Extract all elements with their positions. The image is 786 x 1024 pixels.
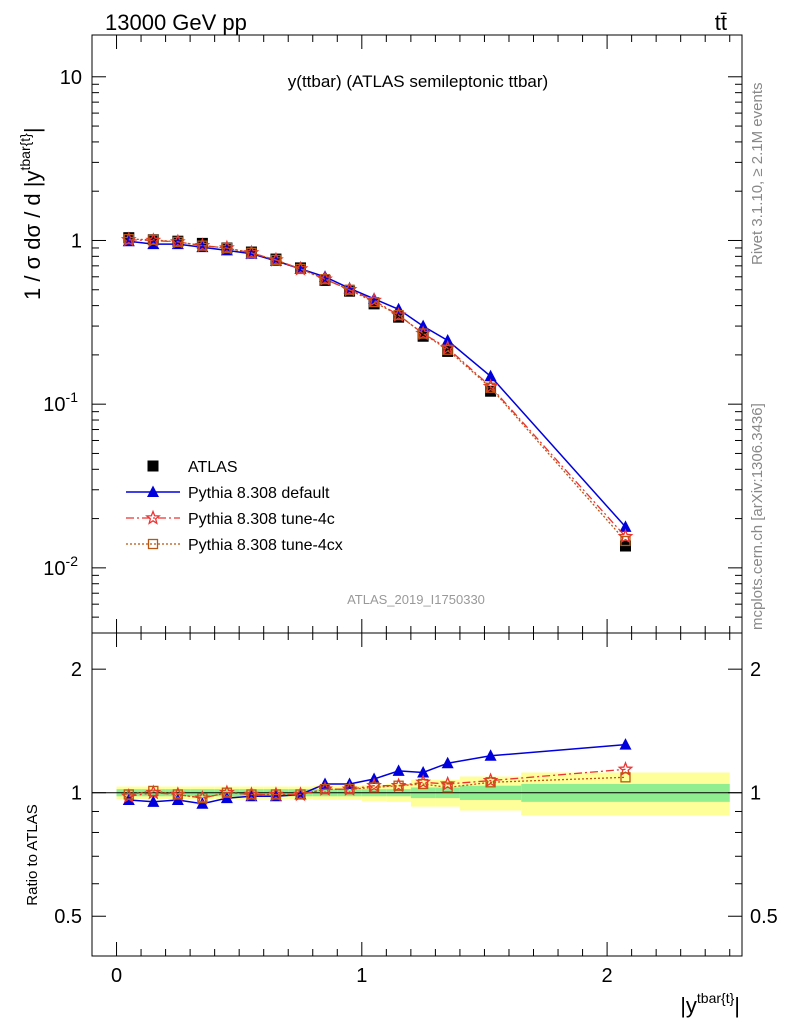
ratio-y-tick-label-right: 2: [750, 659, 761, 681]
legend-label: ATLAS: [188, 459, 238, 476]
legend-marker: [147, 485, 159, 497]
ratio-data-point: [344, 784, 355, 795]
main-data-point: [484, 369, 497, 382]
ratio-data-point: [172, 789, 183, 800]
mcplots-label: mcplots.cern.ch [arXiv:1306.3436]: [749, 403, 766, 630]
ratio-data-point: [617, 761, 634, 777]
ratio-data-point: [221, 787, 233, 798]
main-data-point: [442, 344, 453, 355]
ratio-data-point: [392, 764, 405, 776]
ratio-data-point: [484, 749, 497, 761]
main-data-point: [620, 535, 631, 547]
legend-label: Pythia 8.308 tune-4cx: [188, 537, 343, 554]
ratio-data-point: [417, 766, 430, 778]
main-y-tick-label: 10: [60, 67, 82, 89]
x-tick-label: 0: [111, 965, 122, 987]
legend-marker: [145, 509, 161, 525]
legend-entry-0: ATLAS: [147, 459, 238, 476]
main-data-point: [617, 528, 634, 544]
main-data-point: [319, 270, 332, 282]
ratio-frame: [91, 632, 743, 957]
main-data-point: [485, 382, 496, 393]
svg-text:|ytbar{t}|: |ytbar{t}|: [680, 990, 740, 1018]
ratio-data-point: [147, 795, 160, 807]
ratio-data-point: [441, 756, 454, 769]
ratio-data-point: [295, 789, 306, 800]
main-y-tick-label: 1: [71, 230, 82, 252]
ratio-data-point: [319, 784, 331, 795]
legend-entry-2: Pythia 8.308 tune-4c: [126, 509, 335, 528]
x-tick-label: 2: [602, 965, 613, 987]
legend: ATLAS Pythia 8.308 default Pythia 8.308 tu…: [126, 459, 343, 554]
ratio-data-point: [485, 777, 496, 788]
ratio-y-tick-label: 2: [71, 659, 82, 681]
x-tick-label: 1: [356, 965, 367, 987]
ratio-series-2: [123, 772, 631, 804]
main-data-point: [197, 240, 208, 251]
main-data-point: [417, 328, 429, 339]
main-y-tick-label: 10-1: [43, 389, 78, 416]
ratio-y-axis-title: Ratio to ATLAS: [24, 804, 41, 905]
main-data-point: [123, 233, 134, 245]
main-data-point: [172, 236, 183, 248]
main-data-point: [246, 247, 257, 259]
main-data-point: [344, 284, 355, 295]
legend-label: Pythia 8.308 tune-4c: [188, 511, 335, 528]
ratio-data-point: [393, 780, 404, 791]
ratio-data-point: [148, 785, 159, 797]
main-data-point: [393, 309, 404, 321]
ratio-y-tick-label: 1: [71, 783, 82, 805]
ratio-series-line: [128, 776, 626, 799]
legend-entry-3: Pythia 8.308 tune-4cx: [126, 537, 343, 554]
main-data-point: [295, 263, 306, 275]
main-data-point: [441, 333, 454, 346]
main-data-point: [270, 254, 282, 266]
ratio-series-line: [128, 743, 626, 805]
main-data-point: [485, 385, 497, 397]
main-series-line: [128, 238, 626, 542]
main-data-point: [319, 274, 331, 285]
rivet-label: Rivet 3.1.10, ≥ 2.1M events: [749, 83, 766, 266]
ratio-data-point: [246, 789, 257, 800]
uncertainty-bands: [92, 772, 742, 816]
process-label: tt̄: [715, 10, 727, 35]
ratio-data-point: [619, 738, 632, 750]
main-series-3: [123, 233, 631, 547]
ratio-y-tick-label: 0.5: [54, 906, 82, 928]
ratio-data-point: [620, 772, 631, 783]
axes: 10 1 10-1 10-2 0.5 0.5 1 1 2 2 0 1 2: [43, 34, 778, 987]
main-data-point: [148, 234, 159, 245]
ratio-y-tick-label-right: 1: [750, 783, 761, 805]
main-data-point: [221, 242, 233, 254]
legend-entry-1: Pythia 8.308 default: [126, 485, 330, 502]
energy-label: 13000 GeV pp: [105, 10, 247, 35]
main-series-line: [128, 240, 627, 528]
main-y-tick-label: 10-2: [43, 553, 78, 580]
ratio-series-line: [128, 768, 626, 799]
ratio-y-tick-label-right: 0.5: [750, 906, 778, 928]
x-axis-title: |ytbar{t}|: [680, 990, 740, 1018]
main-series-0: [123, 232, 631, 552]
ratio-data-point: [417, 778, 429, 790]
svg-text:1 / σ dσ / d |ytbar{t}|: 1 / σ dσ / d |ytbar{t}|: [17, 127, 45, 300]
legend-label: Pythia 8.308 default: [188, 485, 330, 502]
ratio-data-point: [197, 792, 208, 804]
legend-marker: [147, 460, 159, 472]
analysis-label: ATLAS_2019_I1750330: [347, 592, 485, 607]
main-title: y(ttbar) (ATLAS semileptonic ttbar): [288, 72, 548, 91]
ratio-data-point: [442, 782, 453, 793]
legend-marker: [147, 538, 159, 550]
main-data-point: [368, 296, 380, 308]
main-data-point: [619, 520, 632, 532]
main-y-axis-title: 1 / σ dσ / d |ytbar{t}|: [17, 127, 45, 300]
ratio-data-point: [368, 782, 380, 793]
ratio-data-point: [270, 789, 282, 800]
ratio-data-point: [123, 789, 134, 800]
data-series: [120, 231, 634, 809]
